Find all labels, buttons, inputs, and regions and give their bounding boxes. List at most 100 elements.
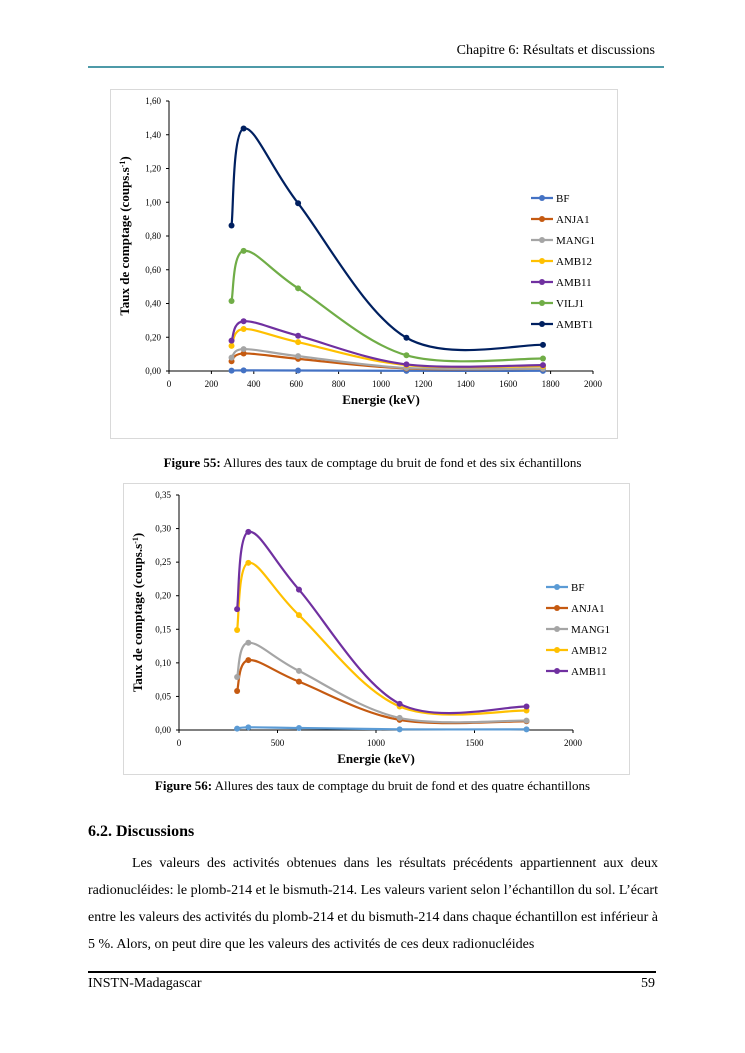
y-axis-title: Taux de comptage (coups.s-1)	[117, 156, 132, 315]
x-tick-label: 1500	[466, 738, 485, 748]
data-point-AMB11	[403, 361, 410, 368]
x-tick-label: 1800	[542, 379, 561, 389]
caption-text: Allures des taux de comptage du bruit de…	[220, 455, 582, 470]
legend-label-AMB11: AMB11	[556, 277, 592, 289]
data-point-MANG1	[245, 639, 252, 646]
data-point-VILJ1	[539, 355, 546, 362]
figure-56-chart: 0 500 1000 1500 2000 0,00 0,05 0,10 0,15 0,20 0,25…	[123, 483, 630, 775]
legend-label-BF: BF	[556, 193, 569, 205]
legend-marker-BF	[554, 584, 560, 590]
data-point-MANG1	[240, 346, 247, 353]
legend-marker-BF	[539, 195, 545, 201]
legend-marker-MANG1	[554, 626, 560, 632]
data-point-ANJA1	[234, 688, 241, 695]
body-paragraph: Les valeurs des activités obtenues dans …	[88, 850, 658, 958]
data-point-AMBT1	[403, 334, 410, 341]
y-tick-label: 1,60	[145, 96, 161, 106]
data-point-AMB11	[228, 337, 235, 344]
data-point-AMB11	[295, 586, 302, 593]
legend-marker-AMB12	[539, 258, 545, 264]
legend-marker-MANG1	[539, 237, 545, 243]
y-tick-label: 0,60	[145, 265, 161, 275]
figure-55-caption: Figure 55: Allures des taux de comptage …	[0, 455, 745, 471]
y-axis-title: Taux de comptage (coups.s-1)	[130, 533, 145, 692]
data-point-BF	[295, 367, 302, 374]
legend-label-MANG1: MANG1	[571, 624, 610, 636]
series-line-MANG1	[230, 347, 543, 371]
figure-55-chart: 0 200 400 600 800 1000 1200 1400 1600 1800 2000 0,0…	[110, 89, 618, 439]
legend-label-AMB11: AMB11	[571, 666, 607, 678]
legend-marker-AMB11	[554, 668, 560, 674]
data-point-AMB11	[539, 362, 546, 369]
x-tick-label: 1200	[414, 379, 433, 389]
legend-marker-AMB12	[554, 647, 560, 653]
y-tick-label: 0,00	[145, 366, 161, 376]
data-point-AMB11	[234, 606, 241, 613]
y-tick-label: 0,20	[145, 332, 161, 342]
series-line-AMBT1	[230, 127, 544, 352]
chart-55-svg: 0 200 400 600 800 1000 1200 1400 1600 1800 2000 0,0…	[117, 96, 603, 407]
data-point-AMB12	[245, 559, 252, 566]
x-tick-label: 1600	[499, 379, 518, 389]
y-tick-label: 1,20	[145, 164, 161, 174]
x-tick-label: 1000	[372, 379, 391, 389]
data-point-AMB11	[295, 332, 302, 339]
x-tick-label: 500	[271, 738, 285, 748]
x-tick-label: 200	[205, 379, 219, 389]
data-point-BF	[295, 724, 302, 731]
caption-label: Figure 56:	[154, 778, 213, 793]
running-header: Chapitre 6: Résultats et discussions	[456, 43, 655, 58]
data-point-VILJ1	[403, 352, 410, 359]
legend-marker-VILJ1	[539, 300, 545, 306]
legend-label-AMBT1: AMBT1	[556, 319, 593, 331]
series-line-BF	[231, 369, 543, 372]
footer-rule	[88, 971, 656, 973]
y-tick-label: 0,40	[145, 299, 161, 309]
legend-marker-AMB11	[539, 279, 545, 285]
data-point-AMBT1	[539, 341, 546, 348]
data-point-ANJA1	[240, 350, 247, 357]
y-tick-label: 0,25	[155, 557, 171, 567]
legend-marker-ANJA1	[554, 605, 560, 611]
legend-label-BF: BF	[571, 582, 584, 594]
chart-56-svg: 0 500 1000 1500 2000 0,00 0,05 0,10 0,15 0,20 0,25…	[130, 490, 610, 766]
x-tick-label: 2000	[564, 738, 583, 748]
y-tick-label: 0,20	[155, 591, 171, 601]
legend-label-VILJ1: VILJ1	[556, 298, 584, 310]
y-tick-label: 0,00	[155, 725, 171, 735]
x-tick-label: 1000	[367, 738, 386, 748]
series-line-BF	[236, 726, 527, 731]
section-heading: 6.2. Discussions	[88, 823, 195, 840]
data-point-AMB11	[396, 700, 403, 707]
data-point-BF	[523, 726, 530, 733]
series-line-VILJ1	[230, 249, 543, 363]
x-tick-label: 0	[177, 738, 182, 748]
data-point-VILJ1	[240, 247, 247, 254]
footer-institution: INSTN-Madagascar	[88, 976, 202, 991]
series-line-AMB11	[236, 530, 527, 715]
data-point-MANG1	[295, 667, 302, 674]
x-tick-label: 400	[247, 379, 261, 389]
header-rule	[88, 66, 664, 68]
x-tick-label: 600	[289, 379, 303, 389]
x-tick-label: 1400	[457, 379, 476, 389]
x-tick-label: 800	[332, 379, 346, 389]
legend-label-ANJA1: ANJA1	[571, 603, 605, 615]
y-tick-label: 0,80	[145, 231, 161, 241]
y-tick-label: 1,00	[145, 197, 161, 207]
data-point-AMB12	[295, 612, 302, 619]
caption-text: Allures des taux de comptage du bruit de…	[212, 778, 591, 793]
y-tick-label: 0,30	[155, 524, 171, 534]
data-point-BF	[228, 367, 235, 374]
data-point-BF	[234, 725, 241, 732]
x-axis-title: Energie (keV)	[342, 392, 420, 407]
data-point-AMB12	[228, 342, 235, 349]
x-tick-label: 2000	[584, 379, 603, 389]
legend-label-MANG1: MANG1	[556, 235, 595, 247]
caption-label: Figure 55:	[163, 455, 221, 470]
x-tick-label: 0	[167, 379, 172, 389]
data-point-AMBT1	[228, 222, 235, 229]
data-point-AMB12	[234, 626, 241, 633]
y-tick-label: 0,05	[155, 691, 171, 701]
